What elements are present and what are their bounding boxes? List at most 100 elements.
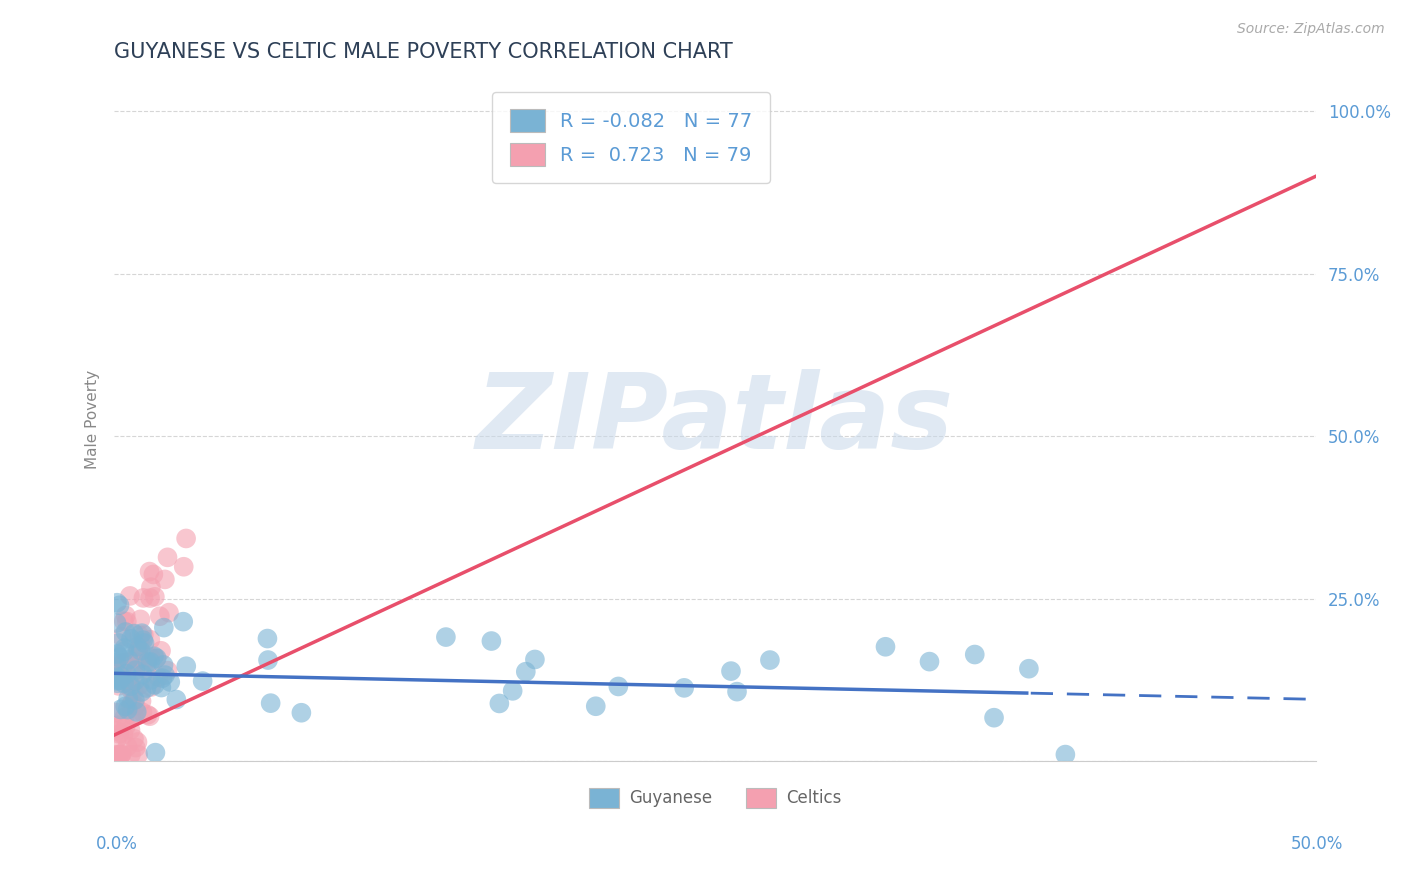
Point	[121, 697, 143, 711]
Point	[120, 632, 142, 646]
Point	[122, 626, 145, 640]
Point	[165, 692, 187, 706]
Point	[146, 670, 169, 684]
Point	[110, 747, 132, 762]
Point	[121, 683, 143, 698]
Point	[128, 628, 150, 642]
Point	[107, 679, 129, 693]
Point	[108, 650, 131, 665]
Point	[150, 681, 173, 695]
Point	[115, 666, 138, 681]
Point	[720, 664, 742, 678]
Point	[105, 721, 128, 735]
Point	[257, 653, 280, 667]
Point	[108, 599, 131, 613]
Point	[127, 735, 149, 749]
Point	[131, 685, 153, 699]
Point	[105, 673, 128, 688]
Point	[918, 655, 941, 669]
Point	[156, 664, 179, 678]
Point	[134, 656, 156, 670]
Point	[139, 655, 162, 669]
Point	[125, 640, 148, 654]
Point	[118, 654, 141, 668]
Point	[112, 710, 135, 724]
Point	[122, 709, 145, 723]
Point	[159, 675, 181, 690]
Point	[759, 653, 782, 667]
Point	[124, 657, 146, 672]
Point	[118, 674, 141, 689]
Point	[105, 655, 128, 669]
Point	[110, 655, 132, 669]
Point	[120, 698, 142, 713]
Text: 50.0%: 50.0%	[1291, 835, 1343, 853]
Point	[122, 684, 145, 698]
Point	[110, 747, 132, 762]
Point	[139, 673, 162, 687]
Point	[145, 746, 167, 760]
Point	[112, 728, 135, 742]
Point	[131, 694, 153, 708]
Point	[107, 636, 129, 650]
Point	[135, 663, 157, 677]
Point	[145, 651, 167, 665]
Point	[105, 647, 128, 661]
Point	[111, 656, 134, 670]
Point	[142, 567, 165, 582]
Point	[112, 676, 135, 690]
Point	[488, 697, 510, 711]
Point	[129, 643, 152, 657]
Point	[136, 655, 159, 669]
Point	[112, 657, 135, 671]
Point	[132, 633, 155, 648]
Point	[128, 678, 150, 692]
Point	[129, 652, 152, 666]
Point	[124, 663, 146, 677]
Point	[143, 590, 166, 604]
Point	[112, 614, 135, 628]
Point	[110, 702, 132, 716]
Point	[174, 659, 197, 673]
Point	[125, 656, 148, 670]
Point	[673, 681, 696, 695]
Point	[136, 707, 159, 722]
Point	[174, 532, 197, 546]
Point	[108, 747, 131, 762]
Point	[290, 706, 312, 720]
Point	[117, 653, 139, 667]
Point	[515, 665, 537, 679]
Point	[105, 670, 128, 684]
Point	[118, 589, 141, 603]
Point	[105, 664, 128, 678]
Point	[172, 615, 194, 629]
Point	[153, 621, 176, 635]
Point	[115, 656, 138, 670]
Point	[124, 673, 146, 688]
Point	[135, 681, 157, 695]
Point	[105, 732, 128, 747]
Point	[124, 693, 146, 707]
Point	[105, 747, 128, 762]
Point	[153, 573, 176, 587]
Text: ZIPatlas: ZIPatlas	[477, 368, 955, 471]
Point	[110, 658, 132, 673]
Point	[152, 671, 174, 685]
Point	[134, 636, 156, 650]
Point	[111, 664, 134, 678]
Point	[111, 630, 134, 644]
Legend: Guyanese, Celtics: Guyanese, Celtics	[582, 781, 848, 814]
Point	[114, 641, 136, 656]
Point	[114, 720, 136, 734]
Point	[725, 684, 748, 698]
Point	[1018, 662, 1040, 676]
Point	[156, 550, 179, 565]
Point	[107, 676, 129, 690]
Point	[131, 706, 153, 720]
Point	[434, 630, 457, 644]
Point	[983, 711, 1005, 725]
Point	[153, 668, 176, 682]
Point	[117, 702, 139, 716]
Point	[143, 649, 166, 664]
Point	[1054, 747, 1077, 762]
